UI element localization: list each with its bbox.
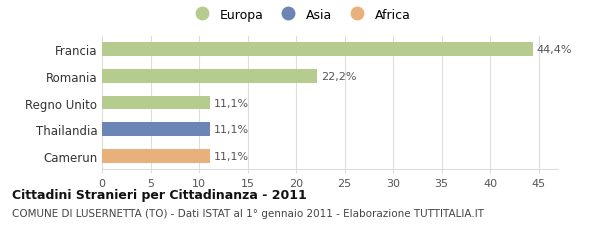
Text: 11,1%: 11,1% (214, 125, 248, 135)
Bar (102, 43, 533, 57)
Bar (102, 150, 209, 164)
Text: 11,1%: 11,1% (214, 98, 248, 108)
Bar (102, 69, 317, 83)
Text: 11,1%: 11,1% (214, 152, 248, 161)
Bar (102, 123, 209, 137)
Text: 44,4%: 44,4% (536, 45, 572, 55)
Text: COMUNE DI LUSERNETTA (TO) - Dati ISTAT al 1° gennaio 2011 - Elaborazione TUTTITA: COMUNE DI LUSERNETTA (TO) - Dati ISTAT a… (12, 208, 484, 218)
Legend: Europa, Asia, Africa: Europa, Asia, Africa (187, 6, 413, 24)
Text: 22,2%: 22,2% (321, 71, 357, 81)
Text: Cittadini Stranieri per Cittadinanza - 2011: Cittadini Stranieri per Cittadinanza - 2… (12, 188, 307, 201)
Bar (102, 96, 209, 110)
